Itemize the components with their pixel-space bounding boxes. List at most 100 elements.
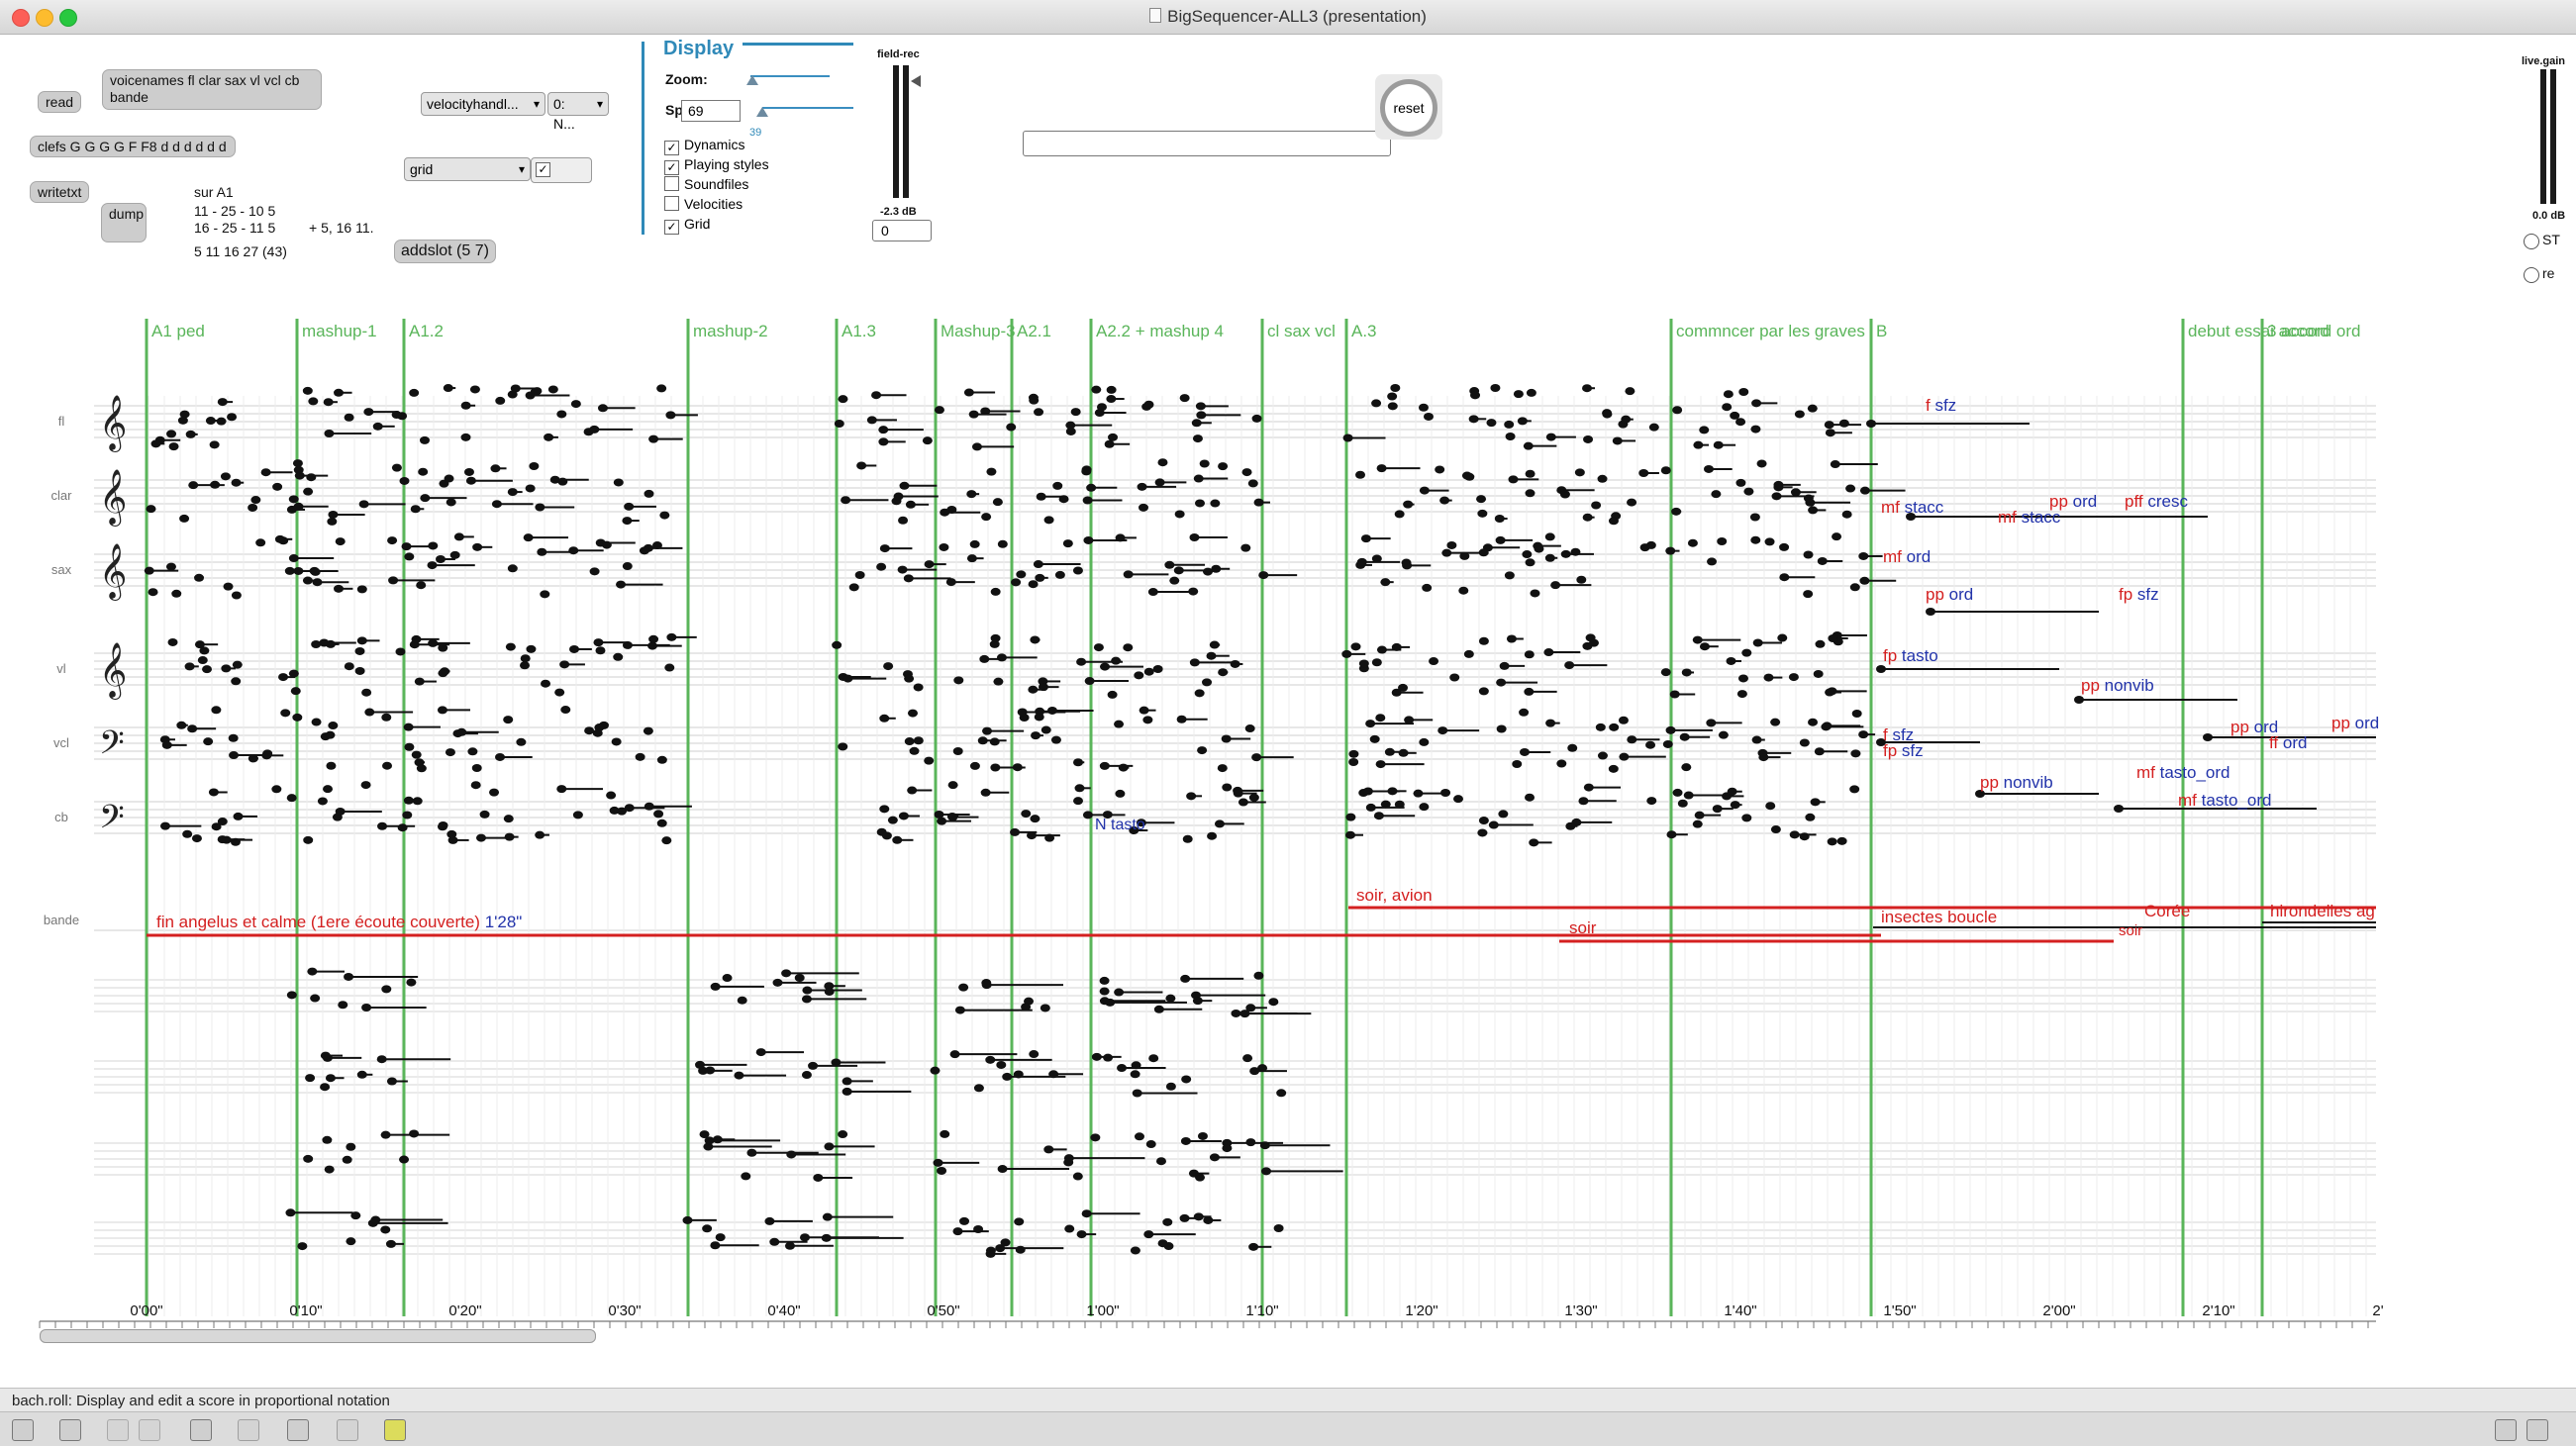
note-head: [1391, 642, 1402, 651]
note-head: [288, 554, 299, 563]
note-head: [490, 464, 501, 473]
note-head: [1143, 400, 1154, 409]
spacing-slider[interactable]: [762, 107, 853, 109]
zoom-slider-handle[interactable]: [746, 75, 758, 85]
cut-icon[interactable]: [107, 1419, 129, 1441]
note-head: [1179, 1213, 1190, 1222]
display-title: Display: [663, 38, 735, 59]
clefs-message[interactable]: clefs G G G G F F8 d d d d d d: [30, 136, 236, 157]
note-head: [1660, 668, 1671, 677]
note-head: [883, 662, 894, 671]
dump-button[interactable]: dump: [101, 203, 147, 242]
debug-icon[interactable]: [190, 1419, 212, 1441]
reset-button[interactable]: reset: [1380, 79, 1437, 137]
note-head: [541, 679, 551, 688]
bach-roll-score[interactable]: fl 𝄞 clar 𝄞 sax 𝄞 vl 𝄞 vcl 𝄢 cb 𝄢 bande A1 ped mashup-…: [0, 297, 2576, 1346]
note-head: [606, 791, 617, 800]
info-icon[interactable]: [238, 1419, 259, 1441]
spacing-slider-handle[interactable]: [756, 107, 768, 117]
note-head: [1245, 1004, 1256, 1012]
velocity-mode-menu[interactable]: 0: N...: [547, 92, 609, 132]
gridlines-icon[interactable]: [337, 1419, 358, 1441]
presentation-icon[interactable]: [59, 1419, 81, 1441]
note-head: [403, 796, 414, 805]
addslot-button[interactable]: addslot (5 7): [394, 240, 496, 263]
note-head: [1222, 1144, 1233, 1153]
note-head: [1030, 635, 1040, 644]
left-pane-icon[interactable]: [2495, 1419, 2517, 1441]
note-head: [194, 573, 205, 582]
writetxt-button[interactable]: writetxt: [30, 181, 90, 203]
note-head: [210, 480, 221, 489]
note-head: [959, 1216, 970, 1225]
note-head: [624, 804, 635, 813]
note-head: [1477, 509, 1488, 518]
note-head: [1082, 811, 1093, 819]
zoom-window-button[interactable]: [59, 9, 77, 27]
message-textedit[interactable]: [1023, 131, 1391, 156]
note-head: [194, 640, 205, 649]
lock-icon[interactable]: [12, 1419, 34, 1441]
note-head: [1496, 678, 1507, 687]
field-gain-handle[interactable]: [911, 75, 921, 87]
live-meter-left: [2540, 69, 2546, 204]
zoom-slider[interactable]: [750, 75, 830, 77]
dynamic-value: mf: [2136, 763, 2160, 782]
velocity-handling-menu[interactable]: velocityhandl...: [421, 92, 545, 116]
display-option-velocities[interactable]: Velocities: [664, 194, 769, 214]
st-radio[interactable]: [2524, 234, 2539, 249]
note-head: [594, 723, 605, 732]
display-option-checkbox[interactable]: ✓: [664, 160, 679, 175]
note-head: [907, 709, 918, 718]
note-head: [293, 465, 304, 474]
display-option-dynamics[interactable]: ✓ Dynamics: [664, 135, 769, 155]
note-head: [1394, 800, 1405, 809]
note-head: [1031, 731, 1041, 740]
dynamic-marking: fp sfz: [2119, 585, 2159, 604]
note-head: [613, 478, 624, 487]
spacing-number[interactable]: 69: [681, 100, 741, 122]
display-option-checkbox[interactable]: [664, 176, 679, 191]
grid-toggle-check[interactable]: ✓: [536, 162, 550, 177]
grid-menu[interactable]: grid: [404, 157, 531, 181]
note-head: [326, 761, 337, 770]
voicenames-message[interactable]: voicenames fl clar sax vl vcl cb bande: [102, 69, 322, 110]
copy-icon[interactable]: [139, 1419, 160, 1441]
note-head: [1851, 710, 1862, 719]
note-head: [1838, 419, 1849, 428]
display-option-checkbox[interactable]: ✓: [664, 220, 679, 235]
note-head: [1777, 633, 1788, 642]
right-pane-icon[interactable]: [2526, 1419, 2548, 1441]
window-title: BigSequencer-ALL3 (presentation): [0, 7, 2576, 27]
note-head: [1231, 1009, 1241, 1017]
note-head: [470, 781, 481, 790]
display-option-grid[interactable]: ✓ Grid: [664, 214, 769, 235]
re-radio[interactable]: [2524, 267, 2539, 283]
note-head: [1238, 798, 1248, 807]
display-option-checkbox[interactable]: ✓: [664, 141, 679, 155]
display-option-checkbox[interactable]: [664, 196, 679, 211]
staff-label: cb: [54, 810, 68, 824]
note-head: [516, 737, 527, 746]
note-head: [947, 813, 958, 821]
grid-toggle[interactable]: ✓: [531, 157, 592, 183]
score-horizontal-scrollbar[interactable]: [40, 1329, 596, 1343]
note-head: [1926, 608, 1935, 616]
display-option-soundfiles[interactable]: Soundfiles: [664, 174, 769, 194]
display-option-playing-styles[interactable]: ✓ Playing styles: [664, 154, 769, 175]
clue-icon[interactable]: [384, 1419, 406, 1441]
read-button[interactable]: read: [38, 91, 82, 113]
note-head: [995, 1244, 1006, 1253]
bande-note-label: fin angelus et calme (1ere écoute couver…: [156, 913, 522, 931]
minimize-window-button[interactable]: [36, 9, 53, 27]
field-number-box[interactable]: 0: [872, 220, 932, 241]
close-window-button[interactable]: [12, 9, 30, 27]
note-head: [1152, 664, 1163, 673]
marker-label: commncer par les graves: [1676, 322, 1865, 340]
score-canvas[interactable]: fl 𝄞 clar 𝄞 sax 𝄞 vl 𝄞 vcl 𝄢 cb 𝄢 bande A1 ped mashup-…: [0, 297, 2576, 1346]
note-head: [913, 736, 924, 745]
grid-snap-icon[interactable]: [287, 1419, 309, 1441]
note-head: [940, 1129, 950, 1138]
note-head: [842, 1087, 852, 1096]
note-head: [491, 500, 502, 509]
